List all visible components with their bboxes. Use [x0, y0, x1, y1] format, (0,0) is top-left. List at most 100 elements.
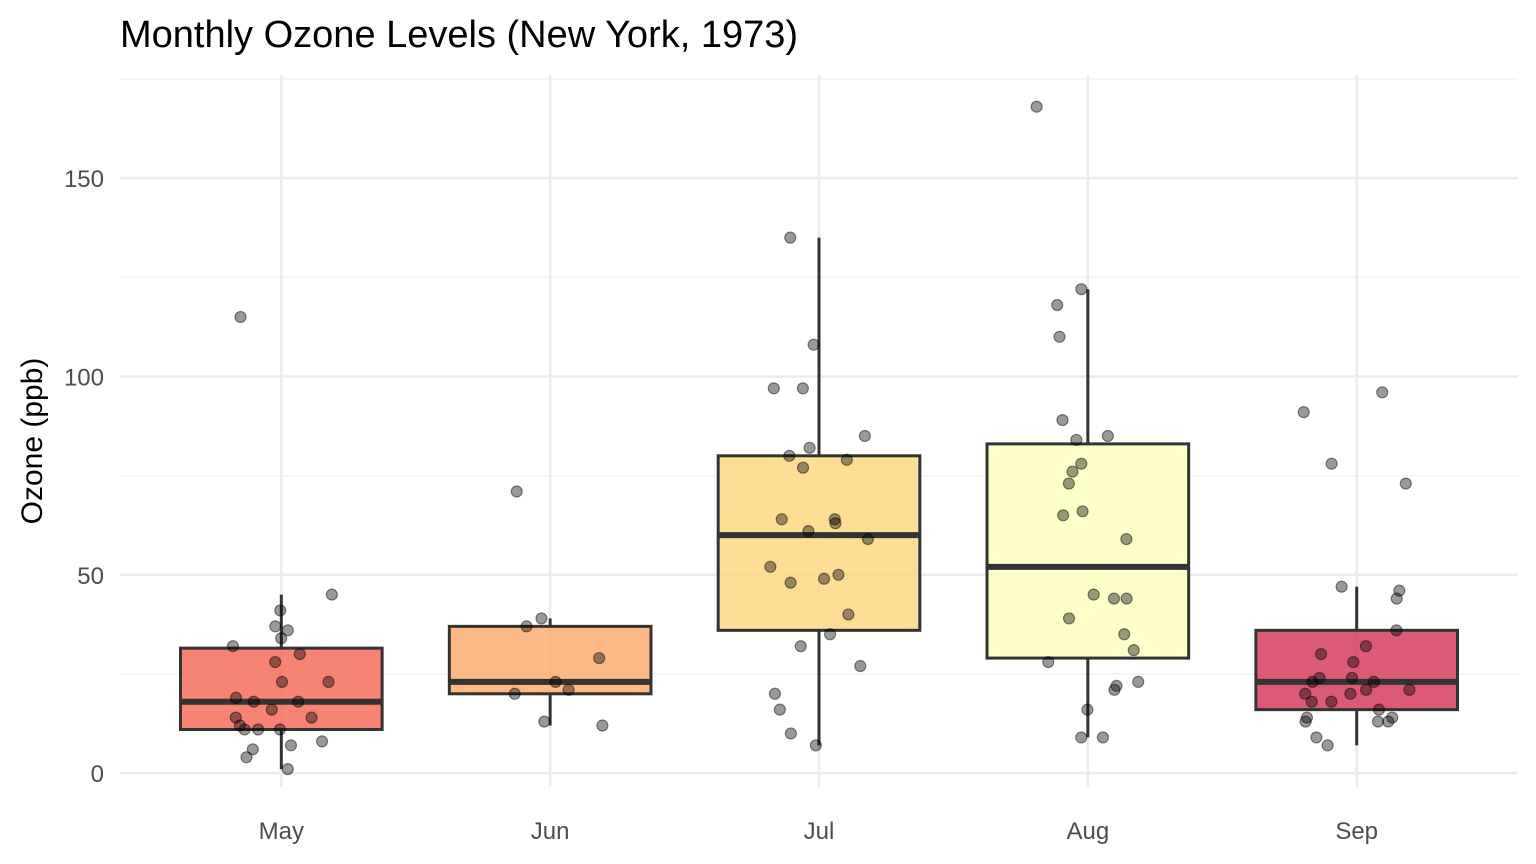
data-point [1299, 715, 1312, 728]
x-tick-label: May [259, 818, 304, 845]
y-tick-label: 50 [77, 563, 104, 590]
data-point [1096, 731, 1110, 744]
data-point [1359, 640, 1373, 653]
tick-labels: 0 50 100 150 May Jun Jul Aug Sep [64, 166, 1378, 845]
data-point [1110, 679, 1123, 692]
data-point [1081, 703, 1094, 716]
data-point [784, 576, 797, 589]
data-point [510, 485, 523, 498]
data-point [265, 703, 278, 716]
data-point [1051, 298, 1064, 312]
data-point [1075, 283, 1088, 296]
data-point [1313, 671, 1326, 685]
data-point [1300, 711, 1314, 724]
data-point [1087, 588, 1100, 601]
data-point [829, 517, 842, 530]
data-point [1390, 592, 1403, 605]
data-point [1299, 687, 1312, 700]
box-iqr [1254, 628, 1460, 712]
data-point [802, 525, 815, 538]
data-point [269, 655, 282, 669]
data-point [315, 735, 329, 748]
data-point [840, 453, 853, 466]
y-tick-label: 150 [64, 166, 104, 193]
box-sep [1254, 586, 1460, 746]
box-iqr [716, 454, 922, 632]
points-jul [764, 231, 875, 752]
points-sep [1297, 386, 1416, 752]
data-point [1101, 429, 1114, 443]
box-may [178, 594, 384, 770]
data-point [549, 675, 562, 688]
data-point [1305, 695, 1318, 708]
data-point [1062, 477, 1075, 490]
data-point [784, 727, 797, 740]
data-point [1070, 433, 1083, 447]
data-point [1376, 386, 1389, 399]
data-point [322, 675, 335, 688]
data-point [281, 763, 294, 776]
data-point [775, 513, 788, 526]
box-jul [716, 237, 922, 746]
data-point [1062, 612, 1076, 625]
data-point [1030, 100, 1043, 113]
data-point [1371, 715, 1385, 728]
data-point [246, 743, 259, 756]
data-point [768, 687, 782, 700]
data-point [796, 382, 809, 395]
data-point [281, 624, 294, 637]
data-point [1321, 739, 1334, 752]
x-tick-label: Sep [1335, 818, 1378, 845]
data-point [1076, 505, 1089, 518]
data-point [764, 560, 777, 573]
data-point [238, 723, 251, 736]
data-point [293, 648, 306, 661]
data-point [1390, 624, 1403, 637]
data-point [275, 632, 288, 645]
data-point [269, 620, 282, 633]
data-point [596, 719, 609, 732]
data-point [1066, 465, 1079, 478]
data-point [1127, 644, 1140, 657]
data-point [783, 449, 796, 462]
data-point [234, 310, 247, 324]
data-point [1108, 683, 1121, 696]
data-point [1306, 675, 1319, 688]
data-point [1075, 731, 1088, 744]
data-point [1386, 711, 1399, 724]
points-aug [1030, 100, 1145, 744]
data-point [1132, 675, 1145, 688]
data-point [858, 429, 871, 443]
data-point [1382, 715, 1395, 728]
data-point [832, 568, 845, 581]
box-jun [447, 618, 653, 726]
data-point [229, 691, 243, 704]
data-point [226, 640, 240, 653]
data-point [1345, 671, 1359, 685]
data-point [809, 739, 822, 752]
data-point [1344, 687, 1357, 700]
data-point [273, 723, 287, 736]
data-point [325, 588, 338, 601]
data-point [1360, 683, 1373, 696]
data-point [1297, 406, 1310, 419]
data-point [1325, 695, 1338, 708]
data-point [562, 683, 575, 696]
data-point [1057, 509, 1070, 522]
x-tick-label: Jul [804, 818, 835, 845]
data-point [520, 620, 533, 633]
data-point [794, 640, 807, 653]
data-point [773, 703, 786, 716]
data-point [854, 659, 867, 673]
data-point [796, 461, 810, 474]
data-point [828, 513, 841, 526]
data-point [1075, 457, 1088, 470]
data-point [842, 608, 855, 621]
data-point [1310, 731, 1323, 744]
data-point [535, 612, 548, 625]
data-point [1118, 628, 1131, 641]
data-point [1335, 580, 1348, 593]
data-point [823, 628, 837, 641]
data-point [1367, 675, 1381, 688]
data-point [1107, 592, 1121, 605]
